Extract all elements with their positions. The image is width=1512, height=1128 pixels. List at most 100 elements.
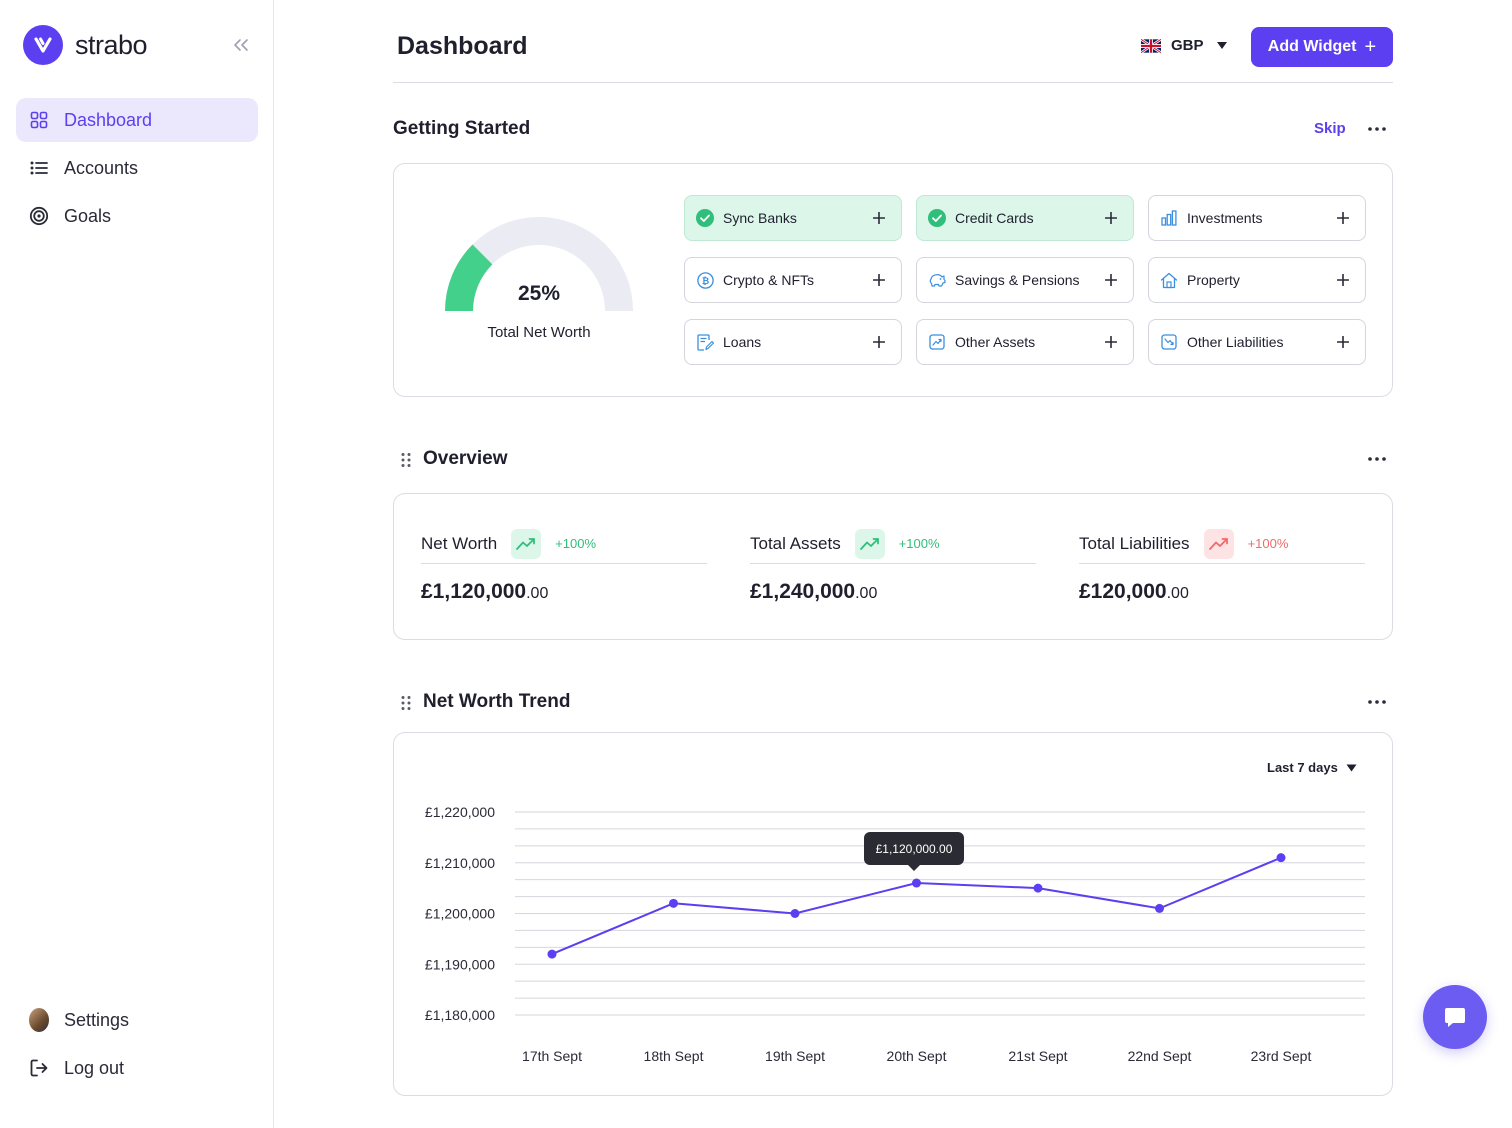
sidebar-nav: Dashboard Accounts Goals bbox=[16, 98, 258, 242]
stat-change: +100% bbox=[555, 536, 597, 551]
chat-bubble-icon bbox=[1445, 1008, 1465, 1027]
page-header: Dashboard GBP Add Widget + bbox=[393, 27, 1393, 83]
x-tick-label: 23rd Sept bbox=[1251, 1048, 1312, 1064]
sidebar-item-logout[interactable]: Log out bbox=[16, 1046, 258, 1090]
sidebar-item-accounts[interactable]: Accounts bbox=[16, 146, 258, 190]
plus-icon bbox=[1333, 332, 1353, 352]
bitcoin-icon: ₿ bbox=[696, 271, 714, 289]
trend-title: Net Worth Trend bbox=[423, 691, 571, 712]
stat-label: Net Worth bbox=[421, 533, 498, 553]
stat-value: £1,120,000.00 bbox=[421, 580, 549, 603]
net-worth-line-chart: £1,220,000 £1,210,000 £1,200,000 £1,190,000… bbox=[425, 804, 1365, 1064]
task-other-liabilities[interactable]: Other Liabilities bbox=[1148, 319, 1366, 365]
caret-down-icon bbox=[1216, 42, 1227, 49]
trend-up-icon bbox=[928, 333, 946, 351]
sidebar-bottom: Settings Log out bbox=[16, 998, 258, 1094]
plus-icon bbox=[1101, 208, 1121, 228]
y-tick-label: £1,190,000 bbox=[425, 956, 495, 972]
sidebar-item-goals[interactable]: Goals bbox=[16, 194, 258, 238]
x-tick-label: 20th Sept bbox=[887, 1048, 947, 1064]
task-label: Other Liabilities bbox=[1187, 334, 1284, 350]
plus-icon bbox=[869, 208, 889, 228]
drag-dots-icon bbox=[401, 453, 411, 467]
trend-up-red-icon bbox=[1203, 528, 1234, 559]
date-range-select[interactable]: Last 7 days bbox=[1267, 760, 1357, 775]
y-tick-label: £1,210,000 bbox=[425, 855, 495, 871]
currency-select[interactable]: GBP bbox=[1141, 37, 1228, 54]
task-other-assets[interactable]: Other Assets bbox=[916, 319, 1134, 365]
getting-started-title: Getting Started bbox=[393, 118, 531, 139]
progress-caption: Total Net Worth bbox=[487, 324, 591, 341]
task-label: Investments bbox=[1187, 210, 1263, 226]
currency-label: GBP bbox=[1171, 37, 1204, 54]
trend-down-icon bbox=[1160, 333, 1178, 351]
add-widget-button[interactable]: Add Widget + bbox=[1251, 27, 1393, 67]
task-investments[interactable]: Investments bbox=[1148, 195, 1366, 241]
skip-button[interactable]: Skip bbox=[1314, 120, 1346, 137]
sidebar-item-label: Dashboard bbox=[64, 109, 153, 130]
plus-icon bbox=[869, 332, 889, 352]
overview-more-button[interactable] bbox=[1365, 451, 1389, 467]
series-line bbox=[551, 856, 1282, 956]
sidebar-item-label: Accounts bbox=[64, 157, 139, 178]
y-tick-label: £1,200,000 bbox=[425, 906, 495, 922]
trend-drag-handle[interactable] bbox=[400, 695, 412, 711]
task-credit-cards[interactable]: Credit Cards bbox=[916, 195, 1134, 241]
data-point bbox=[669, 898, 678, 908]
task-crypto-nfts[interactable]: ₿ Crypto & NFTs bbox=[684, 257, 902, 303]
task-label: Loans bbox=[723, 334, 762, 350]
add-widget-label: Add Widget bbox=[1267, 38, 1357, 55]
sidebar: strabo Dashboard Accounts bbox=[0, 0, 274, 1128]
x-tick-label: 17th Sept bbox=[522, 1048, 582, 1064]
document-pen-icon bbox=[696, 333, 714, 351]
sidebar-item-label: Settings bbox=[64, 1009, 130, 1030]
collapse-sidebar-button[interactable] bbox=[230, 35, 252, 55]
plus-icon bbox=[1333, 208, 1353, 228]
date-range-label: Last 7 days bbox=[1267, 760, 1338, 775]
task-sync-banks[interactable]: Sync Banks bbox=[684, 195, 902, 241]
task-label: Credit Cards bbox=[955, 210, 1034, 226]
chevrons-left-icon bbox=[234, 39, 248, 51]
stat-change: +100% bbox=[1247, 536, 1289, 551]
task-loans[interactable]: Loans bbox=[684, 319, 902, 365]
task-label: Crypto & NFTs bbox=[723, 272, 815, 288]
net-worth-progress-gauge: 25% Total Net Worth bbox=[444, 216, 634, 356]
overview-card: Net Worth +100% £1,120,000.00 Total Asse… bbox=[393, 493, 1393, 640]
data-point bbox=[1155, 903, 1164, 913]
stat-change: +100% bbox=[898, 536, 940, 551]
home-icon bbox=[1160, 271, 1178, 289]
sidebar-item-label: Log out bbox=[64, 1057, 125, 1078]
task-property[interactable]: Property bbox=[1148, 257, 1366, 303]
getting-started-more-button[interactable] bbox=[1365, 121, 1389, 137]
drag-dots-icon bbox=[401, 696, 411, 710]
svg-text:₿: ₿ bbox=[701, 276, 708, 287]
gauge-arc bbox=[445, 217, 633, 312]
overview-title: Overview bbox=[423, 448, 508, 469]
grid-icon bbox=[29, 110, 49, 130]
y-tick-label: £1,220,000 bbox=[425, 804, 495, 820]
data-point bbox=[790, 909, 800, 918]
more-horizontal-icon bbox=[1368, 457, 1386, 461]
data-point bbox=[1033, 883, 1043, 893]
stat-value: £1,240,000.00 bbox=[750, 580, 878, 603]
task-label: Other Assets bbox=[955, 334, 1036, 350]
trend-more-button[interactable] bbox=[1365, 694, 1389, 710]
stat-total-assets: Total Assets +100% £1,240,000.00 bbox=[750, 524, 1036, 604]
sidebar-item-dashboard[interactable]: Dashboard bbox=[16, 98, 258, 142]
plus-icon bbox=[869, 270, 889, 290]
chat-button[interactable] bbox=[1423, 985, 1487, 1049]
trend-card: Last 7 days £1,220,000 £1,210,000 £1,200,0… bbox=[393, 732, 1393, 1096]
stat-net-worth: Net Worth +100% £1,120,000.00 bbox=[421, 524, 707, 604]
strabo-logo-icon bbox=[23, 25, 63, 65]
sidebar-item-settings[interactable]: Settings bbox=[16, 998, 258, 1042]
x-tick-label: 18th Sept bbox=[644, 1048, 704, 1064]
plus-icon bbox=[1333, 270, 1353, 290]
brand-logo[interactable]: strabo bbox=[23, 25, 148, 65]
x-tick-label: 21st Sept bbox=[1008, 1048, 1067, 1064]
uk-flag-icon bbox=[1141, 38, 1161, 53]
sidebar-item-label: Goals bbox=[64, 205, 112, 226]
task-label: Sync Banks bbox=[723, 210, 797, 226]
task-savings-pensions[interactable]: Savings & Pensions bbox=[916, 257, 1134, 303]
task-label: Property bbox=[1187, 272, 1240, 288]
overview-drag-handle[interactable] bbox=[400, 452, 412, 468]
